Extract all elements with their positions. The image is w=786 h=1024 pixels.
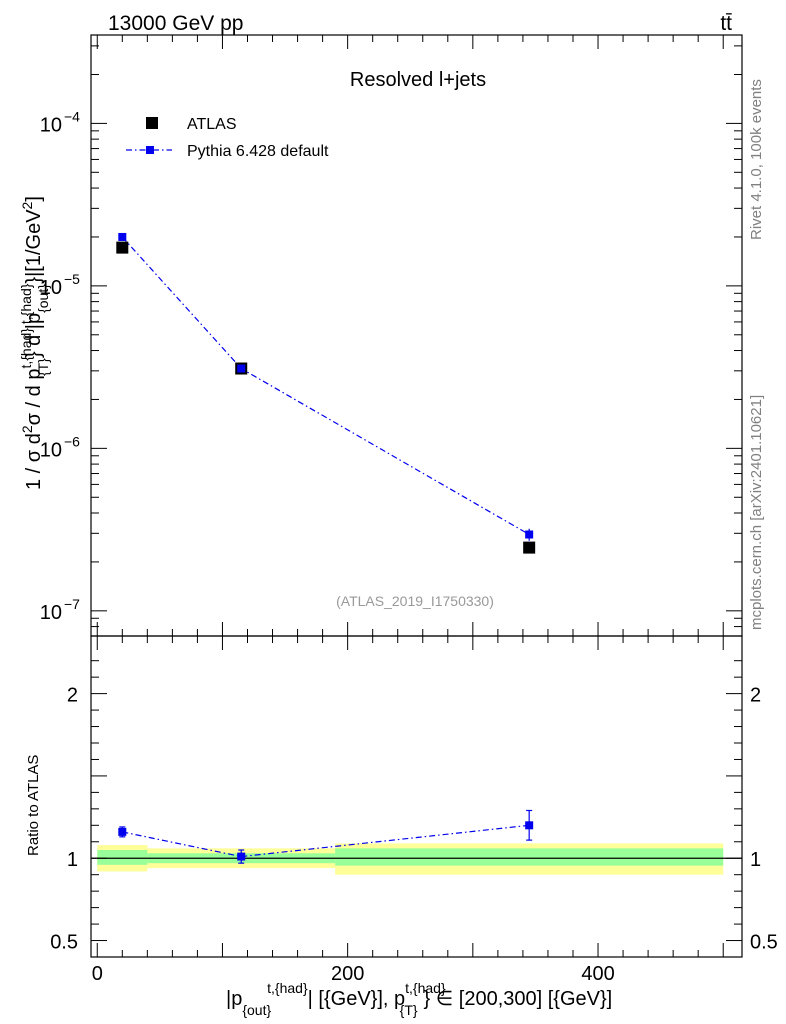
y-tick-label: 10: [40, 602, 62, 624]
ratio-pythia-point: [237, 852, 246, 861]
atlas-point: [116, 241, 129, 254]
legend-atlas-marker: [146, 117, 158, 129]
source-label: mcplots.cern.ch [arXiv:2401.10621]: [748, 395, 765, 630]
x-tick-label: 0: [92, 963, 103, 985]
ratio-ylabel: Ratio to ATLAS: [25, 755, 42, 856]
pythia-point: [525, 530, 534, 539]
process-label: tt̄: [720, 12, 732, 35]
ratio-y-tick-label: 2: [67, 685, 78, 707]
y-tick-exponent: −7: [64, 596, 80, 612]
x-axis-label: |p{out}t,{had}| [{GeV}], pt,{had} {T}} ∈ …: [226, 980, 612, 1018]
legend-atlas-label: ATLAS: [187, 116, 237, 133]
main-ylabel: 1 / σ d2σ / d pt,{had}{T}} d |p{out}t,{h…: [18, 196, 51, 490]
chart-title: Resolved l+jets: [350, 69, 486, 91]
y-tick-exponent: −6: [64, 433, 80, 449]
legend-pythia-marker: [146, 146, 154, 154]
pythia-point: [237, 364, 246, 373]
ratio-pythia-line: [122, 824, 530, 858]
analysis-watermark: (ATLAS_2019_I1750330): [336, 593, 494, 609]
ratio-y-tick-label-right: 0.5: [750, 932, 778, 954]
ratio-pythia-point: [525, 821, 534, 830]
ratio-y-tick-label-right: 2: [750, 685, 761, 707]
ratio-pythia-point: [118, 827, 127, 836]
y-tick-exponent: −4: [64, 108, 80, 124]
pythia-line: [121, 236, 530, 536]
legend-pythia-label: Pythia 6.428 default: [187, 143, 329, 160]
energy-label: 13000 GeV pp: [108, 12, 243, 35]
pythia-point: [118, 232, 127, 241]
x-tick-label: 400: [581, 963, 614, 985]
x-tick-label: 200: [331, 963, 364, 985]
ratio-y-tick-label: 0.5: [50, 932, 78, 954]
ratio-y-tick-label: 1: [67, 849, 78, 871]
y-tick-label: 10: [40, 114, 62, 136]
y-tick-label: 10: [40, 277, 62, 299]
y-tick-label: 10: [40, 439, 62, 461]
y-tick-exponent: −5: [64, 271, 80, 287]
main-panel: Resolved l+jets (ATLAS_2019_I1750330) AT…: [18, 69, 494, 609]
legend: ATLAS Pythia 6.428 default: [126, 116, 329, 160]
atlas-point: [523, 541, 536, 554]
rivet-version-label: Rivet 4.1.0, 100k events: [748, 79, 765, 240]
ratio-frame: [90, 635, 743, 958]
ratio-y-tick-label-right: 1: [750, 849, 761, 871]
ratio-band-green: [335, 848, 724, 866]
ratio-band-green: [97, 850, 148, 865]
